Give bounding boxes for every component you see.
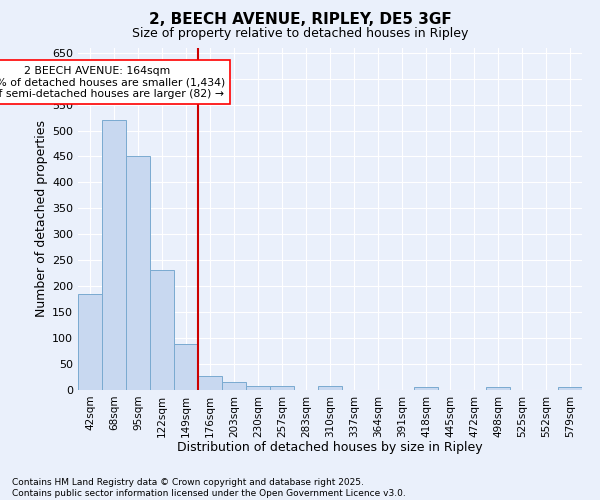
Bar — [486, 388, 510, 390]
Bar — [102, 120, 126, 390]
Text: 2, BEECH AVENUE, RIPLEY, DE5 3GF: 2, BEECH AVENUE, RIPLEY, DE5 3GF — [149, 12, 451, 28]
Text: Size of property relative to detached houses in Ripley: Size of property relative to detached ho… — [132, 28, 468, 40]
Bar — [318, 386, 342, 390]
X-axis label: Distribution of detached houses by size in Ripley: Distribution of detached houses by size … — [177, 441, 483, 454]
Y-axis label: Number of detached properties: Number of detached properties — [35, 120, 48, 318]
Bar — [414, 388, 438, 390]
Text: 2 BEECH AVENUE: 164sqm
← 94% of detached houses are smaller (1,434)
5% of semi-d: 2 BEECH AVENUE: 164sqm ← 94% of detached… — [0, 66, 225, 99]
Bar — [78, 294, 102, 390]
Bar — [198, 376, 222, 390]
Bar — [558, 388, 582, 390]
Text: Contains HM Land Registry data © Crown copyright and database right 2025.
Contai: Contains HM Land Registry data © Crown c… — [12, 478, 406, 498]
Bar — [150, 270, 174, 390]
Bar — [222, 382, 246, 390]
Bar — [126, 156, 150, 390]
Bar — [174, 344, 198, 390]
Bar — [246, 386, 270, 390]
Bar — [270, 386, 294, 390]
